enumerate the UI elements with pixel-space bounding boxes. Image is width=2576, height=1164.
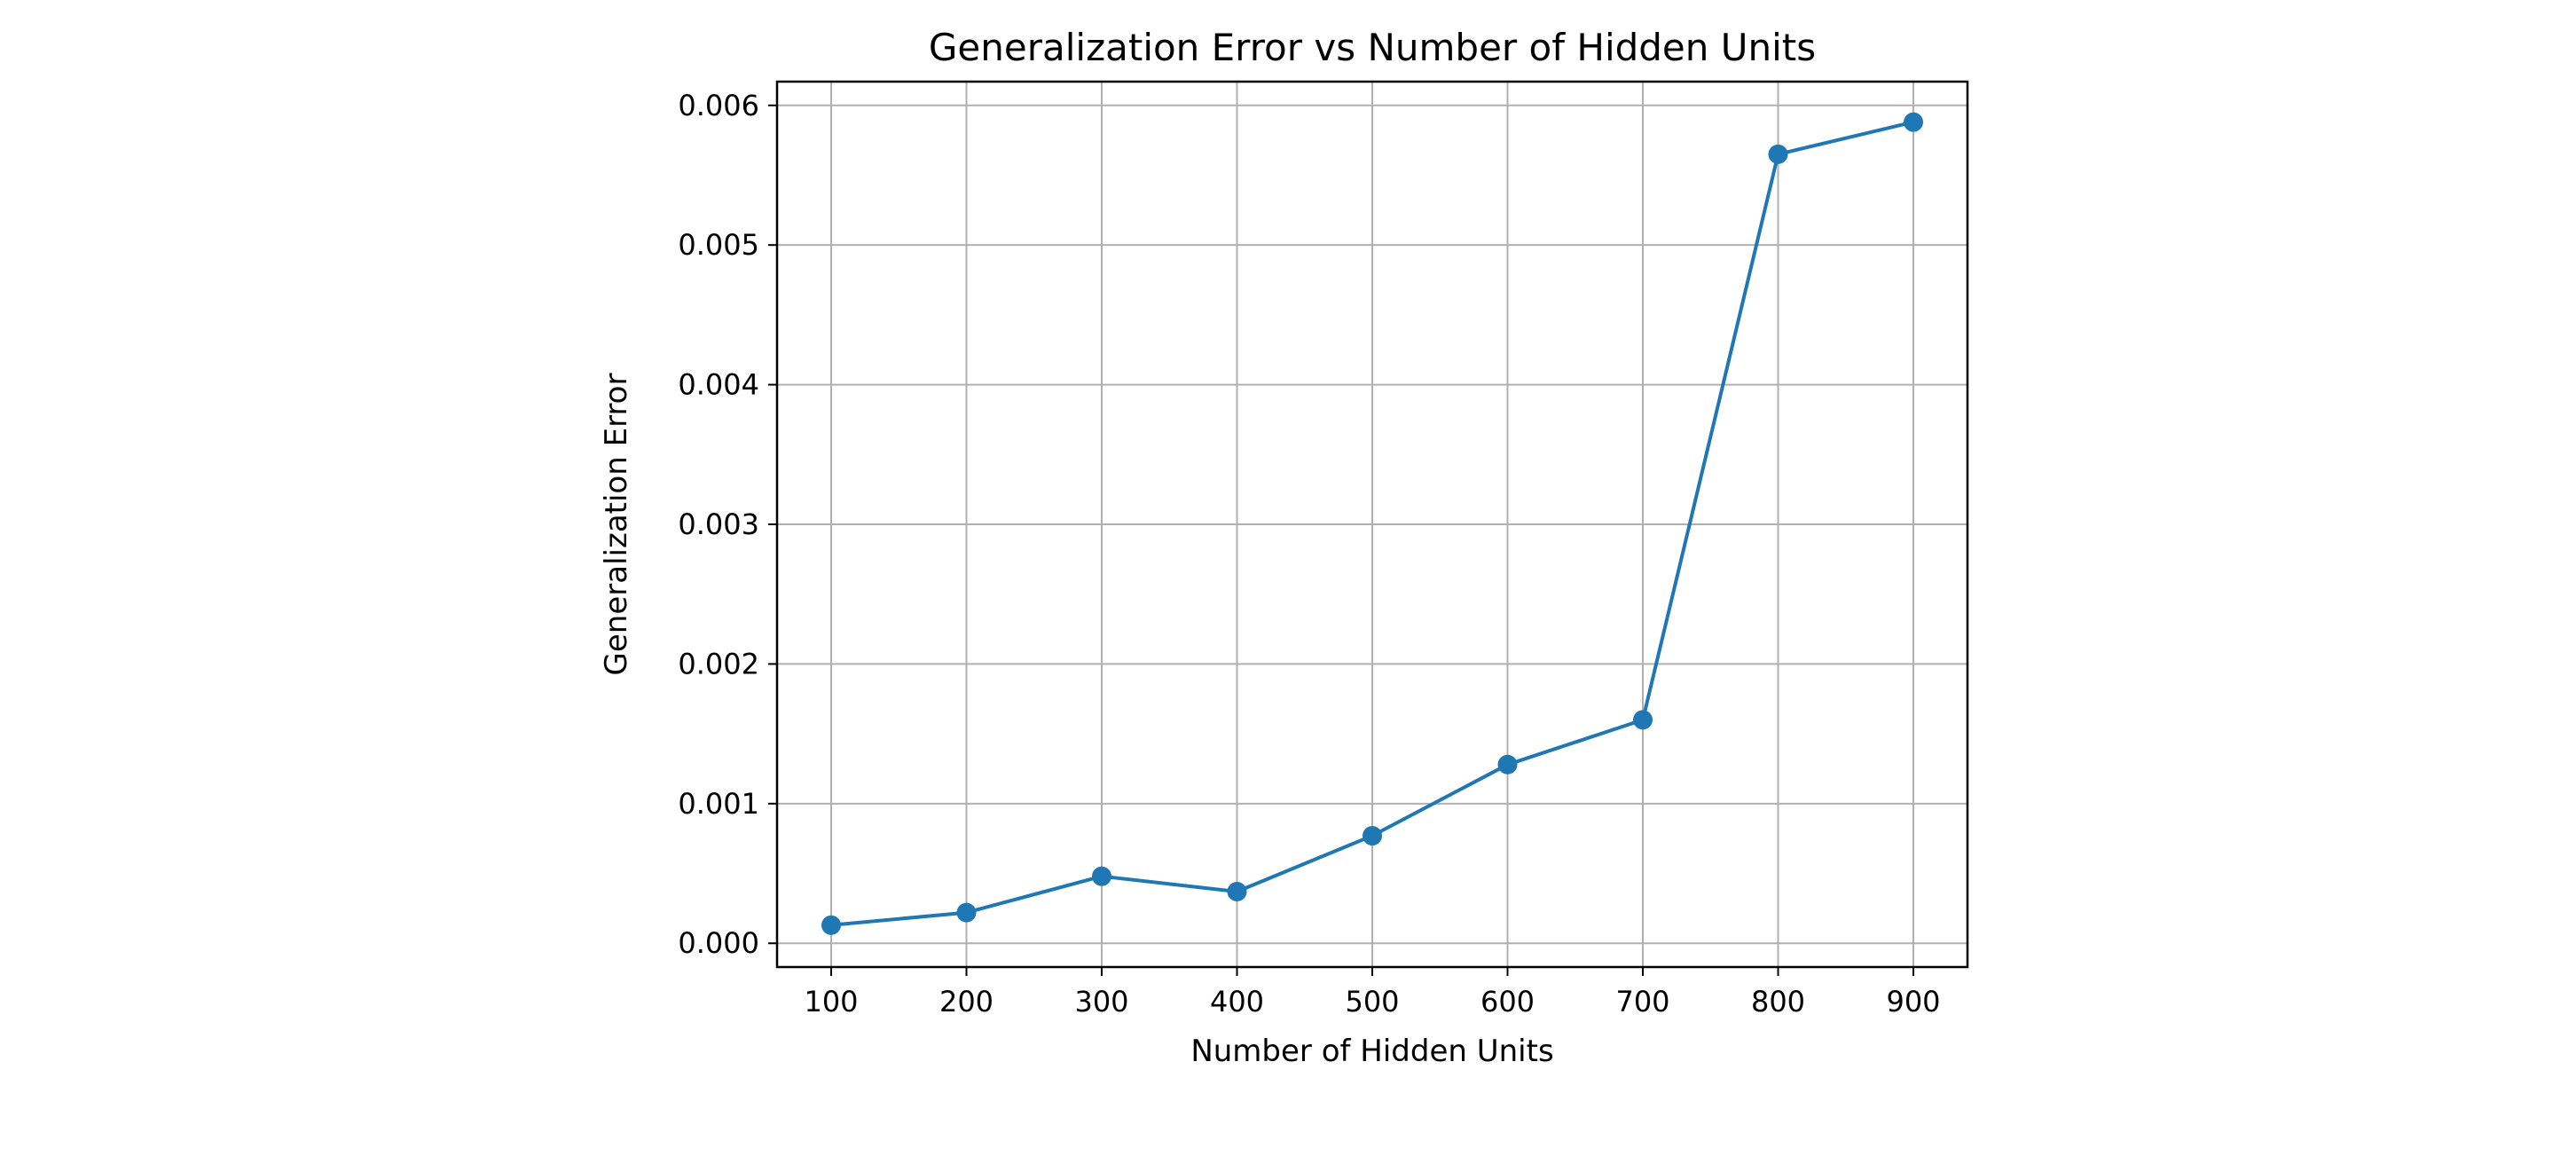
data-point — [956, 902, 977, 923]
x-tick-label: 700 — [1615, 985, 1669, 1018]
x-axis-label: Number of Hidden Units — [1190, 1034, 1553, 1069]
x-tick-label: 800 — [1751, 985, 1805, 1018]
data-point — [1092, 866, 1111, 886]
data-point — [1633, 710, 1653, 730]
series-layer — [821, 112, 1923, 935]
y-axis-label: Generalization Error — [599, 374, 634, 676]
y-tick-label: 0.002 — [678, 647, 759, 680]
x-tick-label: 400 — [1210, 985, 1264, 1018]
y-tick-label: 0.003 — [678, 507, 759, 541]
data-point — [1363, 826, 1382, 846]
grid — [777, 82, 1967, 967]
data-point — [821, 915, 841, 935]
y-tick-label: 0.001 — [678, 787, 759, 821]
data-point — [1768, 144, 1788, 164]
data-point — [1497, 754, 1518, 775]
y-tick-label: 0.004 — [678, 368, 759, 402]
x-tick-label: 300 — [1074, 985, 1128, 1018]
ticks: 100 200 300 400 500 600 700 800 900 0.000 0.001 0.0… — [678, 89, 1940, 1018]
x-tick-label: 600 — [1480, 985, 1535, 1018]
chart-title: Generalization Error vs Number of Hidden… — [929, 26, 1816, 69]
y-tick-label: 0.000 — [678, 926, 759, 960]
x-tick-label: 500 — [1345, 985, 1399, 1018]
data-point — [1904, 112, 1923, 132]
x-tick-label: 900 — [1886, 985, 1940, 1018]
x-tick-label: 200 — [939, 985, 993, 1018]
y-tick-label: 0.005 — [678, 228, 759, 262]
y-tick-label: 0.006 — [678, 89, 759, 122]
x-tick-label: 100 — [804, 985, 858, 1018]
data-point — [1227, 881, 1247, 901]
